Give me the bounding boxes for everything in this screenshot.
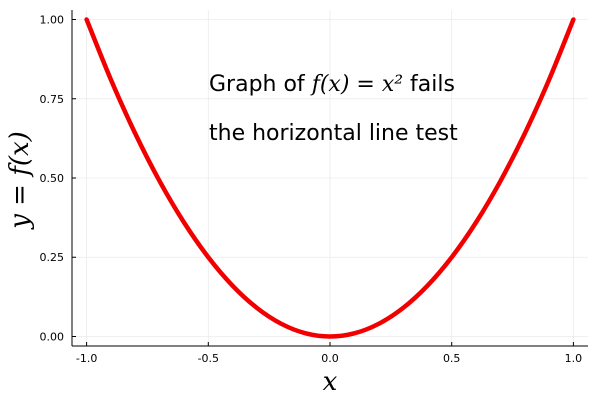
series-group xyxy=(84,17,576,339)
y-tick-label-2: 0.50 xyxy=(40,172,65,185)
y-tick-label-4: 1.00 xyxy=(40,14,65,27)
y-tick-label-0: 0.00 xyxy=(40,330,65,343)
x-ticks: -1.0 -0.5 0.0 0.5 1.0 xyxy=(76,342,582,365)
x-tick-label-2: 0.0 xyxy=(321,352,339,365)
grid-lines xyxy=(72,10,588,346)
y-tick-label-3: 0.75 xyxy=(40,93,65,106)
annotation-line-1-prefix: Graph of xyxy=(209,72,312,97)
annotation-line-1: Graph of f(x) = x² fails xyxy=(209,72,455,97)
annotation-line-2: the horizontal line test xyxy=(209,121,458,146)
x-tick-label-1: -0.5 xyxy=(198,352,219,365)
x-axis-label: x xyxy=(323,367,338,397)
x-tick-label-0: -1.0 xyxy=(76,352,97,365)
annotation-line-1-math: f(x) = x² xyxy=(310,72,403,97)
y-axis-label: y = f(x) xyxy=(5,131,35,230)
y-ticks: 0.00 0.25 0.50 0.75 1.00 xyxy=(40,14,76,343)
annotation-line-1-suffix: fails xyxy=(403,72,455,97)
series-line-0 xyxy=(84,17,576,339)
x-tick-label-4: 1.0 xyxy=(565,352,583,365)
x-tick-label-3: 0.5 xyxy=(443,352,461,365)
y-tick-label-1: 0.25 xyxy=(40,251,65,264)
